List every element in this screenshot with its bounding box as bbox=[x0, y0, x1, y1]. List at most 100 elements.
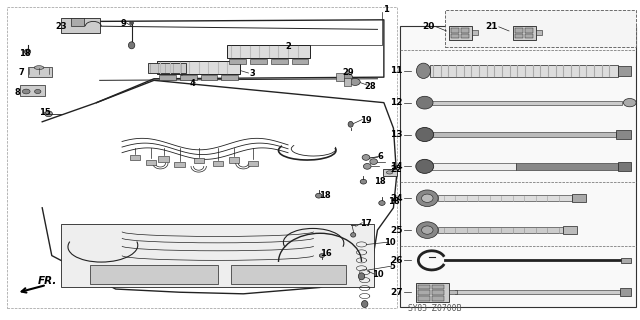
Bar bbox=[572, 195, 586, 202]
Bar bbox=[621, 258, 631, 263]
Bar bbox=[461, 28, 469, 33]
Ellipse shape bbox=[370, 159, 378, 164]
Ellipse shape bbox=[24, 49, 31, 54]
Bar bbox=[461, 34, 469, 38]
Bar bbox=[344, 78, 351, 86]
Bar bbox=[159, 156, 169, 162]
Text: 17: 17 bbox=[360, 219, 371, 228]
Text: 3: 3 bbox=[250, 69, 255, 78]
Ellipse shape bbox=[422, 194, 433, 202]
Ellipse shape bbox=[360, 179, 367, 184]
Bar bbox=[438, 196, 572, 201]
Bar bbox=[193, 158, 204, 163]
Text: 19: 19 bbox=[360, 116, 371, 125]
Text: 16: 16 bbox=[320, 250, 332, 259]
Bar bbox=[456, 290, 620, 294]
Bar bbox=[433, 132, 616, 137]
Text: 2: 2 bbox=[285, 42, 291, 51]
Bar bbox=[516, 163, 618, 170]
Bar bbox=[230, 265, 346, 284]
Text: FR.: FR. bbox=[38, 276, 57, 286]
Bar bbox=[419, 290, 430, 295]
Text: 26: 26 bbox=[390, 256, 403, 265]
Ellipse shape bbox=[358, 273, 365, 280]
Ellipse shape bbox=[422, 226, 433, 234]
Bar bbox=[61, 224, 374, 287]
Bar bbox=[513, 26, 536, 40]
Text: 10: 10 bbox=[372, 270, 384, 279]
Bar bbox=[212, 161, 223, 166]
Ellipse shape bbox=[362, 300, 368, 308]
Ellipse shape bbox=[416, 159, 434, 173]
Ellipse shape bbox=[22, 89, 30, 94]
Text: 5: 5 bbox=[389, 262, 395, 271]
Bar bbox=[400, 26, 636, 307]
Ellipse shape bbox=[342, 74, 353, 81]
Ellipse shape bbox=[417, 96, 433, 109]
Bar bbox=[433, 290, 444, 295]
Bar bbox=[419, 284, 430, 289]
Bar bbox=[7, 7, 397, 308]
Bar bbox=[430, 65, 618, 76]
Text: 1: 1 bbox=[383, 5, 388, 14]
Ellipse shape bbox=[348, 122, 353, 127]
Text: 15: 15 bbox=[39, 108, 51, 117]
Bar bbox=[618, 66, 631, 76]
Bar bbox=[525, 28, 533, 33]
Text: 29: 29 bbox=[342, 68, 354, 77]
Ellipse shape bbox=[34, 66, 44, 69]
Bar bbox=[433, 284, 444, 289]
Bar bbox=[159, 75, 176, 80]
Text: 4: 4 bbox=[189, 79, 195, 88]
Bar bbox=[618, 162, 631, 171]
Bar bbox=[146, 160, 156, 165]
Bar bbox=[433, 296, 444, 300]
Bar bbox=[433, 163, 516, 170]
Bar bbox=[174, 162, 184, 167]
Text: 20: 20 bbox=[422, 22, 435, 31]
Text: 11: 11 bbox=[390, 66, 403, 75]
Ellipse shape bbox=[351, 233, 356, 237]
Bar bbox=[336, 73, 344, 81]
Ellipse shape bbox=[35, 89, 41, 93]
Bar bbox=[515, 34, 523, 38]
Bar bbox=[221, 75, 238, 80]
Text: 6: 6 bbox=[378, 152, 383, 161]
Text: SY83  Z0700B: SY83 Z0700B bbox=[408, 304, 461, 313]
Bar bbox=[180, 75, 196, 80]
Bar bbox=[130, 155, 140, 160]
Ellipse shape bbox=[129, 42, 135, 49]
Ellipse shape bbox=[623, 99, 636, 107]
Bar bbox=[292, 59, 308, 64]
Bar bbox=[227, 45, 310, 58]
Ellipse shape bbox=[364, 164, 371, 169]
Text: 13: 13 bbox=[390, 130, 403, 139]
Text: 27: 27 bbox=[390, 288, 403, 297]
Text: 18: 18 bbox=[19, 49, 30, 59]
Text: 28: 28 bbox=[365, 82, 376, 91]
Bar bbox=[201, 75, 218, 80]
Ellipse shape bbox=[417, 190, 438, 206]
Bar bbox=[515, 28, 523, 33]
Bar bbox=[230, 59, 246, 64]
Ellipse shape bbox=[350, 78, 360, 85]
Bar bbox=[449, 290, 457, 294]
Bar bbox=[148, 63, 186, 73]
Ellipse shape bbox=[45, 111, 52, 117]
Text: 9: 9 bbox=[121, 19, 127, 28]
Bar bbox=[449, 26, 472, 40]
Text: 22: 22 bbox=[390, 165, 402, 174]
Text: 8: 8 bbox=[15, 88, 20, 97]
Text: 7: 7 bbox=[19, 68, 24, 77]
Ellipse shape bbox=[362, 155, 370, 160]
Bar bbox=[563, 226, 577, 234]
Bar bbox=[250, 59, 267, 64]
Ellipse shape bbox=[417, 63, 431, 78]
Bar bbox=[536, 30, 542, 35]
Bar bbox=[416, 283, 449, 302]
Bar bbox=[90, 265, 218, 284]
Bar bbox=[271, 59, 287, 64]
Bar bbox=[451, 34, 460, 38]
Bar bbox=[620, 288, 631, 296]
Text: 18: 18 bbox=[374, 177, 386, 186]
